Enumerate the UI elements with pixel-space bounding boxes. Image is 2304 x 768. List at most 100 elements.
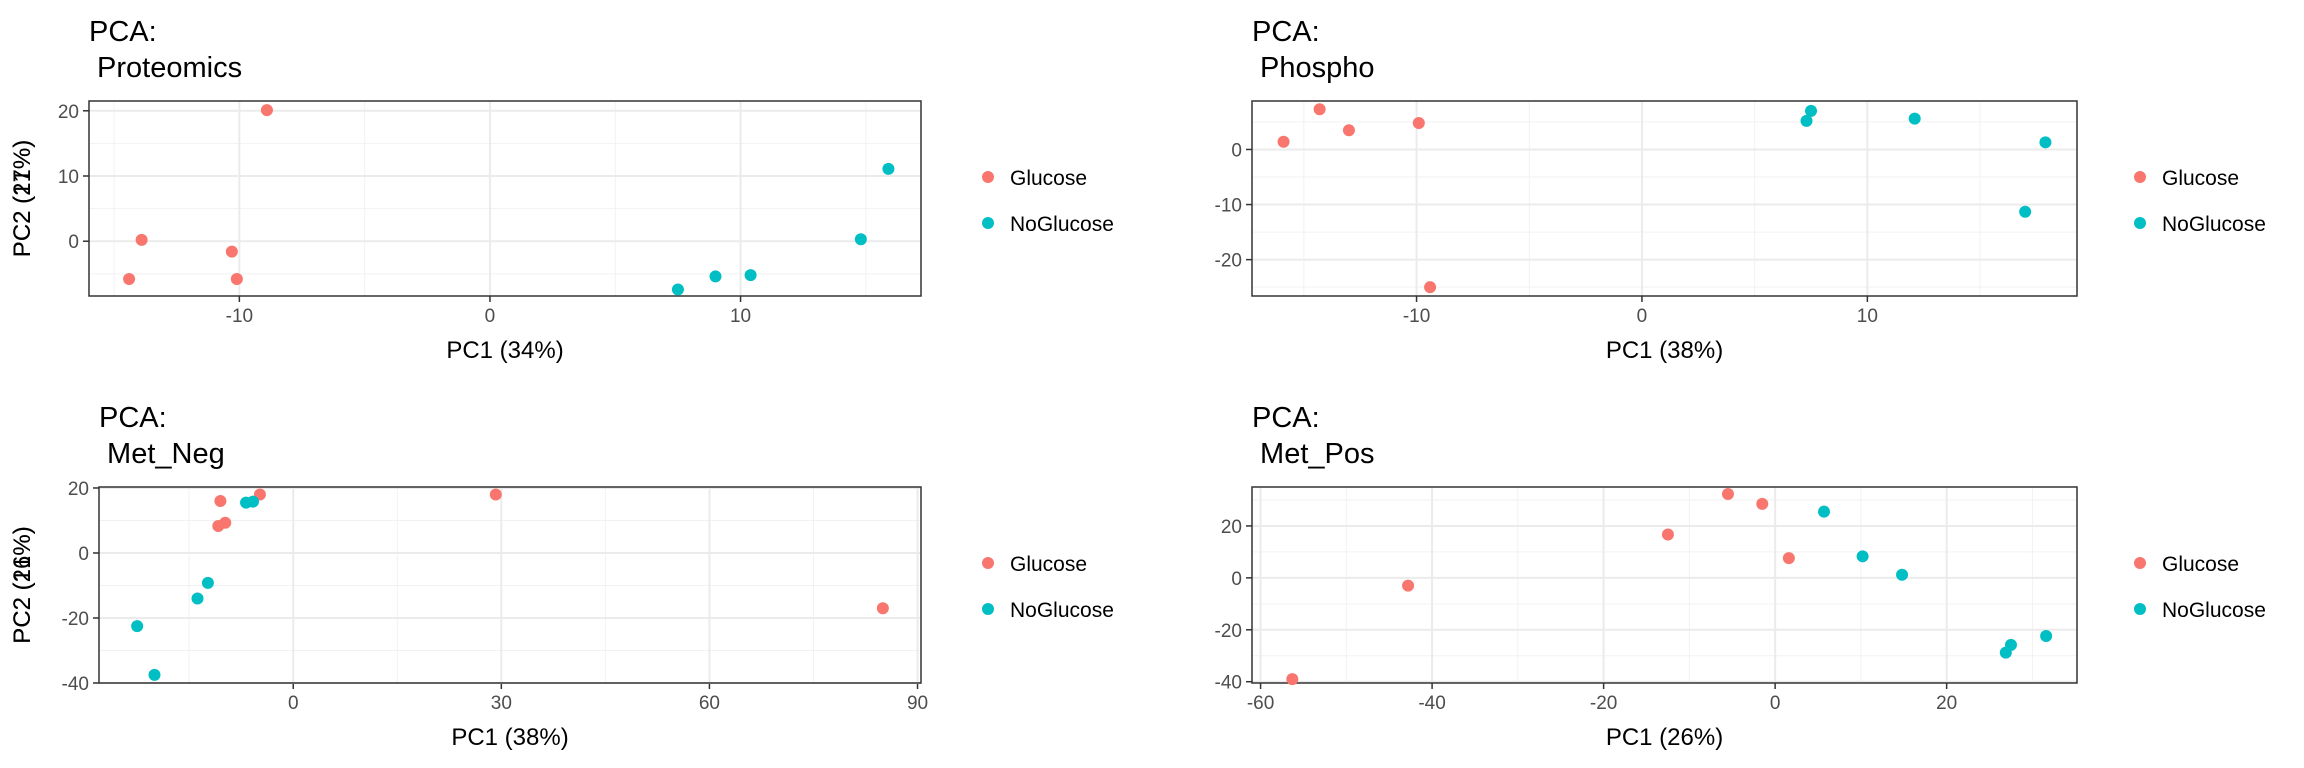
data-point-noglucose [1896, 568, 1909, 581]
legend-label-noglucose: NoGlucose [1010, 213, 1114, 236]
y-axis-title: PC2 (21%) [9, 526, 36, 643]
data-point-noglucose [2040, 630, 2053, 643]
data-point-noglucose [131, 620, 144, 633]
data-point-noglucose [1800, 114, 1813, 127]
data-point-noglucose [1805, 104, 1818, 117]
data-point-glucose [135, 233, 148, 246]
data-point-glucose [225, 245, 238, 258]
y-tick-label: 20 [58, 102, 79, 123]
y-axis-title: PC2 (17%) [9, 140, 36, 257]
x-axis-title: PC1 (26%) [1606, 724, 1723, 751]
legend-label-noglucose: NoGlucose [2162, 213, 2266, 236]
data-point-glucose [1782, 552, 1795, 565]
data-point-glucose [1277, 135, 1290, 148]
data-point-glucose [260, 104, 273, 117]
x-tick-label: 0 [288, 693, 299, 714]
x-tick-label: 0 [485, 306, 496, 327]
x-axis-title: PC1 (38%) [1606, 337, 1723, 364]
legend: Glucose NoGlucose [2134, 553, 2266, 622]
x-axis-title: PC1 (34%) [446, 337, 563, 364]
data-point-glucose [230, 273, 243, 286]
legend-label-glucose: Glucose [1010, 167, 1087, 190]
legend: Glucose NoGlucose [982, 553, 1114, 622]
y-axis-title: PC2 (16%) [9, 526, 36, 643]
legend-label-noglucose: NoGlucose [2162, 599, 2266, 622]
legend: Glucose NoGlucose [982, 167, 1114, 236]
y-tick-label: -10 [1215, 196, 1242, 217]
legend-key-glucose [2134, 557, 2146, 569]
legend: Glucose NoGlucose [2134, 167, 2266, 236]
y-tick-label: 0 [78, 544, 89, 565]
data-point-glucose [1286, 673, 1299, 686]
y-tick-label: 0 [68, 232, 79, 253]
data-point-glucose [1313, 103, 1326, 116]
legend-key-noglucose [982, 217, 994, 229]
panel-title-line1: PCA: [89, 16, 157, 48]
data-point-noglucose [2019, 205, 2032, 218]
data-point-noglucose [744, 269, 757, 282]
data-point-noglucose [148, 668, 161, 681]
data-point-glucose [876, 602, 889, 615]
x-tick-label: 10 [730, 306, 751, 327]
legend-label-glucose: Glucose [1010, 553, 1087, 576]
y-tick-label: -20 [62, 609, 89, 630]
data-point-glucose [219, 516, 232, 529]
panel-border [88, 100, 922, 297]
x-tick-label: -10 [226, 306, 253, 327]
y-tick-label: 0 [1231, 569, 1242, 590]
data-point-noglucose [2004, 638, 2017, 651]
x-tick-label: 0 [1637, 306, 1648, 327]
legend-key-noglucose [982, 603, 994, 615]
y-tick-label: -20 [1215, 621, 1242, 642]
y-tick-label: 20 [1221, 517, 1242, 538]
x-tick-label: -60 [1247, 693, 1274, 714]
data-point-glucose [1661, 528, 1674, 541]
y-tick-label: 20 [68, 479, 89, 500]
panel-title-line2: Met_Pos [1252, 438, 1375, 470]
data-point-noglucose [2039, 136, 2052, 149]
data-point-glucose [1756, 497, 1769, 510]
panel-title-line2: Phospho [1252, 52, 1375, 84]
panel-title-line1: PCA: [1252, 402, 1320, 434]
data-point-noglucose [671, 283, 684, 296]
legend-key-glucose [982, 557, 994, 569]
x-tick-label: 30 [491, 693, 512, 714]
pca-panel-3: 0 30 60 90 -40 -20 0 20 PCA: Met_Neg PC1 (38%) PC2… [9, 402, 1114, 751]
data-point-glucose [1412, 117, 1425, 130]
data-point-glucose [1424, 281, 1437, 294]
pca-panel-2: -10 0 10 -20 -10 0 PCA: Phospho PC1 (38%) PC2 (2… [9, 16, 2266, 364]
data-point-noglucose [246, 495, 259, 508]
data-point-noglucose [1856, 550, 1869, 563]
data-point-noglucose [191, 592, 204, 605]
y-tick-label: -20 [1215, 251, 1242, 272]
legend-label-glucose: Glucose [2162, 167, 2239, 190]
plot-area [89, 101, 921, 296]
plot-area [1252, 487, 2077, 683]
panel-title-line2: Proteomics [89, 52, 242, 84]
panel-title-line1: PCA: [99, 402, 167, 434]
legend-key-glucose [2134, 171, 2146, 183]
panel-border [1251, 100, 2078, 297]
y-axis-title: PC2 (21%) [9, 140, 36, 257]
x-tick-label: 90 [907, 693, 928, 714]
panel-border [1251, 486, 2078, 684]
pca-panel-1: -10 0 10 0 10 20 PCA: Proteomics PC1 (34%) PC2 (… [9, 16, 1114, 364]
data-point-glucose [1402, 579, 1415, 592]
x-axis-title: PC1 (38%) [451, 724, 568, 751]
y-tick-label: 0 [1231, 140, 1242, 161]
data-point-noglucose [709, 270, 722, 283]
data-point-noglucose [1908, 112, 1921, 125]
x-tick-label: -20 [1590, 693, 1617, 714]
data-point-noglucose [882, 162, 895, 175]
legend-label-noglucose: NoGlucose [1010, 599, 1114, 622]
data-point-glucose [214, 494, 227, 507]
y-tick-label: 10 [58, 167, 79, 188]
x-tick-label: -40 [1418, 693, 1445, 714]
x-tick-label: 10 [1857, 306, 1878, 327]
data-point-noglucose [201, 576, 214, 589]
data-point-noglucose [1818, 505, 1831, 518]
legend-key-noglucose [2134, 217, 2146, 229]
data-point-glucose [123, 273, 136, 286]
